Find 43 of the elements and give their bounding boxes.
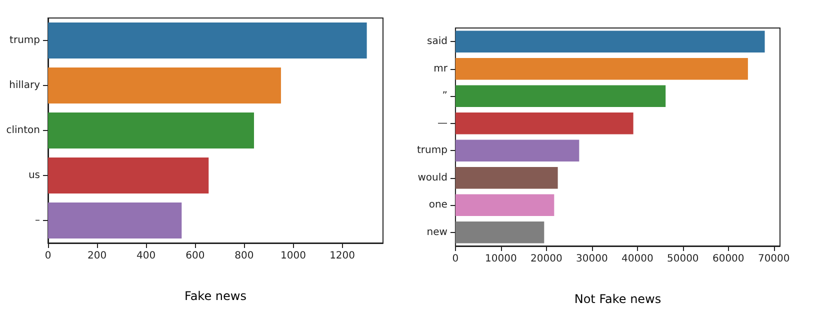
bar [455, 58, 748, 80]
bar [48, 158, 209, 194]
bar [455, 221, 544, 244]
y-tick-label: hillary [9, 80, 40, 91]
x-tick-label: 600 [186, 250, 205, 262]
y-tick-label: said [426, 36, 448, 48]
x-tick-label: 50000 [666, 254, 699, 264]
x-tick-label: 40000 [621, 254, 654, 264]
y-tick-label: mr [434, 63, 448, 74]
x-tick-label: 10000 [485, 254, 517, 264]
y-tick-label: trump [416, 145, 448, 156]
bar [455, 140, 580, 162]
x-tick-label: 1200 [330, 250, 356, 262]
bar [455, 112, 634, 134]
y-tick-label: new [426, 226, 448, 238]
x-tick-label: 200 [88, 250, 107, 262]
x-tick-label: 800 [234, 250, 254, 262]
x-axis-title: Not Fake news [574, 292, 662, 306]
y-tick-label: trump [10, 35, 40, 46]
x-tick-label: 60000 [712, 254, 744, 264]
bar [455, 166, 558, 189]
bar [48, 68, 281, 104]
y-tick-label: clinton [6, 125, 40, 136]
x-tick-label: 20000 [530, 254, 562, 264]
bar [48, 202, 182, 238]
x-tick-label: 1000 [280, 250, 306, 262]
bar [48, 112, 254, 148]
x-tick-label: 400 [136, 250, 156, 262]
x-tick-label: 30000 [576, 254, 608, 264]
y-tick-label: would [418, 172, 448, 184]
bar [48, 22, 367, 58]
bar [455, 85, 666, 108]
y-tick-label: ” [442, 90, 448, 102]
x-tick-label: 0 [44, 250, 52, 262]
bar [455, 30, 765, 53]
y-tick-label: one [428, 200, 448, 211]
bar [455, 194, 554, 216]
y-tick-label: — [437, 118, 448, 129]
x-axis-title: Fake news [184, 289, 246, 303]
x-tick-label: 0 [452, 254, 459, 264]
x-tick-label: 70000 [758, 254, 790, 264]
y-tick-label: – [35, 215, 40, 226]
y-tick-label: us [28, 170, 40, 181]
